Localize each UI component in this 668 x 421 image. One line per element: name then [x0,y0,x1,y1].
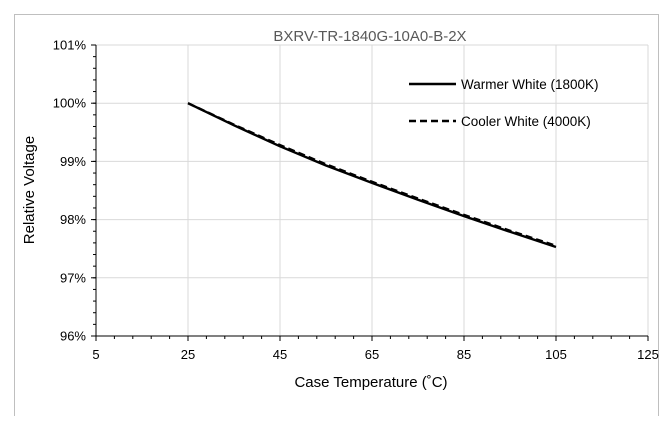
y-tick-label: 96% [60,329,86,344]
x-tick-label: 5 [92,347,99,362]
chart-title: BXRV-TR-1840G-10A0-B-2X [273,28,466,45]
x-tick-label: 125 [637,347,659,362]
y-tick-label: 97% [60,270,86,285]
legend: Warmer White (1800K) Cooler White (4000K) [409,77,599,129]
x-tick-labels: 5 25 45 65 85 105 125 [92,347,658,362]
x-tick-label: 105 [545,347,567,362]
y-tick-label: 99% [60,154,86,169]
legend-label-warmer-white: Warmer White (1800K) [461,77,599,92]
y-tick-label: 101% [53,38,87,53]
axes [91,44,649,341]
vertical-gridlines [187,45,649,336]
y-tick-labels: 96% 97% 98% 99% 100% 101% [53,38,87,344]
y-axis-title: Relative Voltage [21,136,38,244]
y-tick-label: 98% [60,212,86,227]
x-axis-title: Case Temperature (˚C) [294,374,447,391]
series-lines [187,102,557,249]
y-tick-label: 100% [53,96,87,111]
legend-label-cooler-white: Cooler White (4000K) [461,114,591,129]
x-tick-label: 65 [365,347,379,362]
x-tick-label: 85 [457,347,471,362]
x-tick-label: 25 [181,347,195,362]
series-line-cooler-white [187,102,557,247]
x-tick-label: 45 [273,347,287,362]
chart-frame [14,14,659,416]
